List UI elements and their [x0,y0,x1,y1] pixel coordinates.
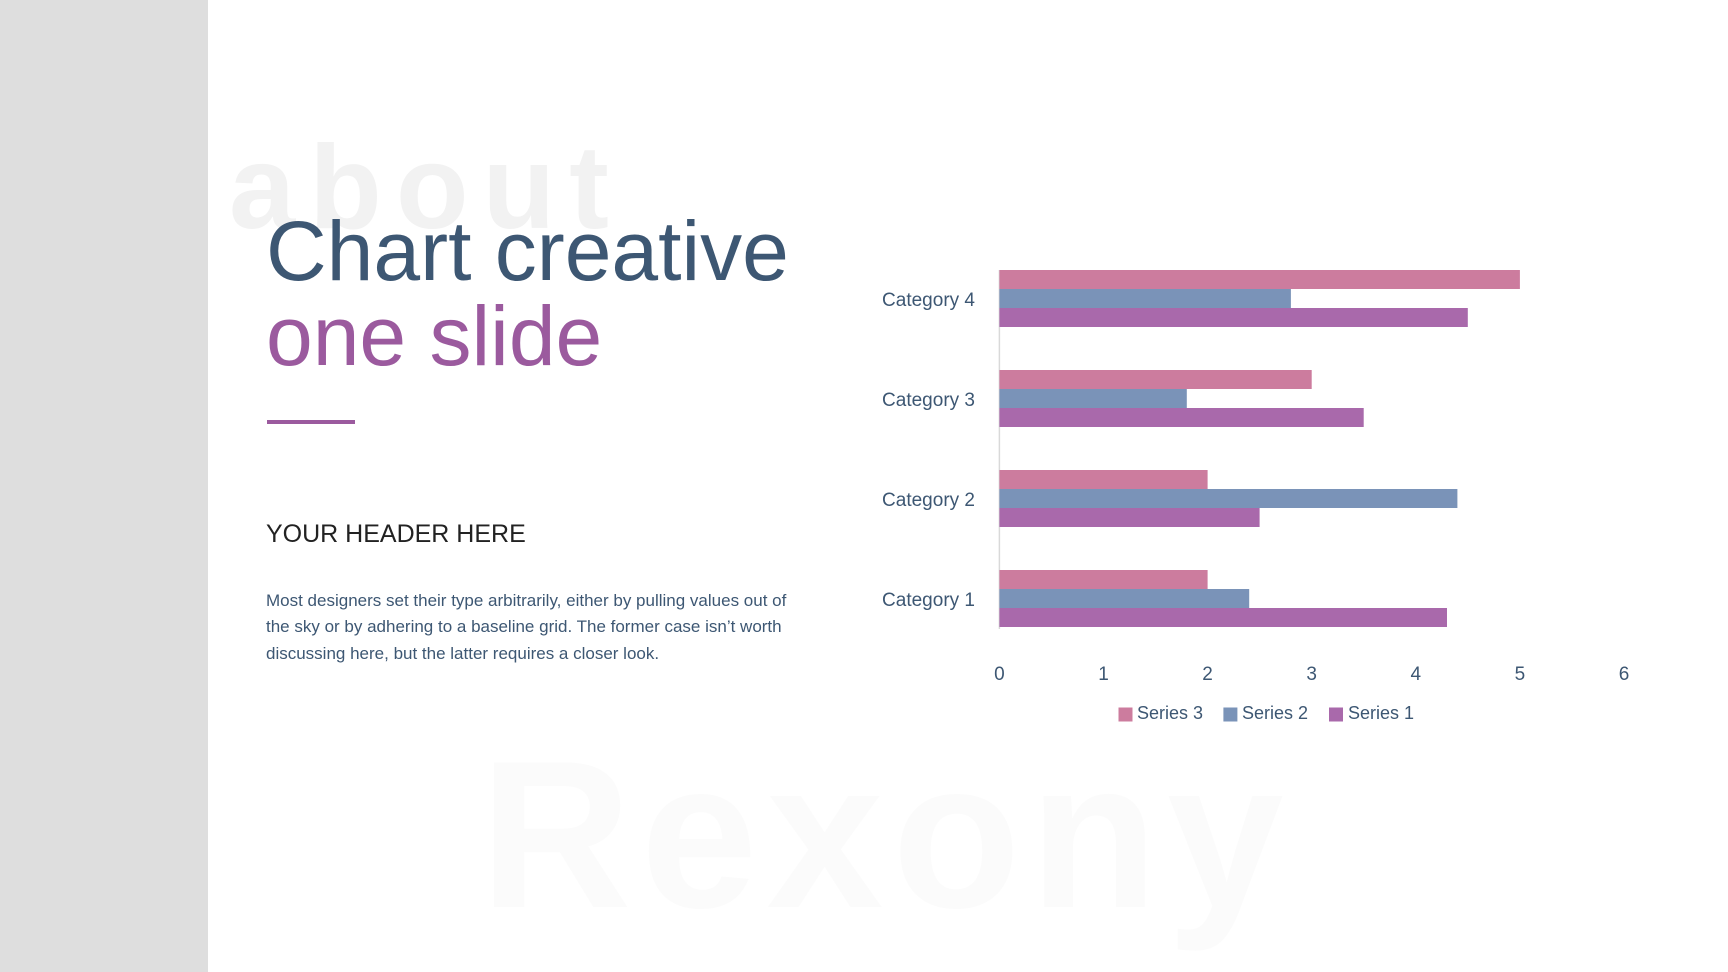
svg-text:Series 1: Series 1 [1348,703,1414,723]
svg-text:0: 0 [994,664,1005,685]
svg-text:1: 1 [1098,664,1109,685]
svg-text:Series 2: Series 2 [1242,703,1308,723]
svg-text:4: 4 [1411,664,1422,685]
svg-text:Category 4: Category 4 [882,290,975,311]
svg-text:Series 3: Series 3 [1137,703,1203,723]
svg-text:Category 1: Category 1 [882,590,975,611]
svg-text:Category 2: Category 2 [882,490,975,511]
svg-text:2: 2 [1202,664,1213,685]
svg-text:3: 3 [1306,664,1317,685]
svg-text:5: 5 [1515,664,1526,685]
svg-text:6: 6 [1619,664,1630,685]
svg-text:Category 3: Category 3 [882,390,975,411]
